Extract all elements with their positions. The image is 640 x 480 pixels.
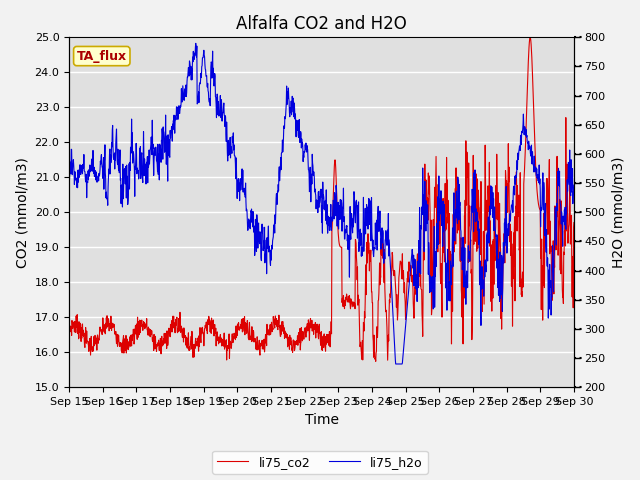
Legend: li75_co2, li75_h2o: li75_co2, li75_h2o xyxy=(212,451,428,474)
li75_h2o xyxy=(192,40,200,46)
li75_h2o xyxy=(466,255,474,261)
li75_co2 xyxy=(165,329,173,335)
X-axis label: Time: Time xyxy=(305,413,339,427)
li75_h2o xyxy=(177,86,185,92)
li75_co2 xyxy=(526,35,534,40)
li75_co2 xyxy=(65,318,73,324)
Y-axis label: CO2 (mmol/m3): CO2 (mmol/m3) xyxy=(15,157,29,268)
li75_co2 xyxy=(511,229,518,235)
li75_h2o xyxy=(511,192,518,198)
li75_co2 xyxy=(570,220,578,226)
li75_co2 xyxy=(372,359,380,364)
li75_co2 xyxy=(466,203,474,209)
Line: li75_co2: li75_co2 xyxy=(69,37,574,361)
Line: li75_h2o: li75_h2o xyxy=(69,43,574,364)
Y-axis label: H2O (mmol/m3): H2O (mmol/m3) xyxy=(611,156,625,268)
li75_h2o xyxy=(570,182,578,188)
li75_h2o xyxy=(234,176,242,181)
li75_co2 xyxy=(234,322,242,327)
Text: TA_flux: TA_flux xyxy=(77,49,127,62)
li75_h2o xyxy=(400,340,408,346)
li75_h2o xyxy=(65,170,73,176)
li75_co2 xyxy=(177,323,185,329)
li75_h2o xyxy=(165,136,173,142)
li75_co2 xyxy=(400,280,408,286)
li75_h2o xyxy=(392,361,399,367)
Title: Alfalfa CO2 and H2O: Alfalfa CO2 and H2O xyxy=(236,15,407,33)
